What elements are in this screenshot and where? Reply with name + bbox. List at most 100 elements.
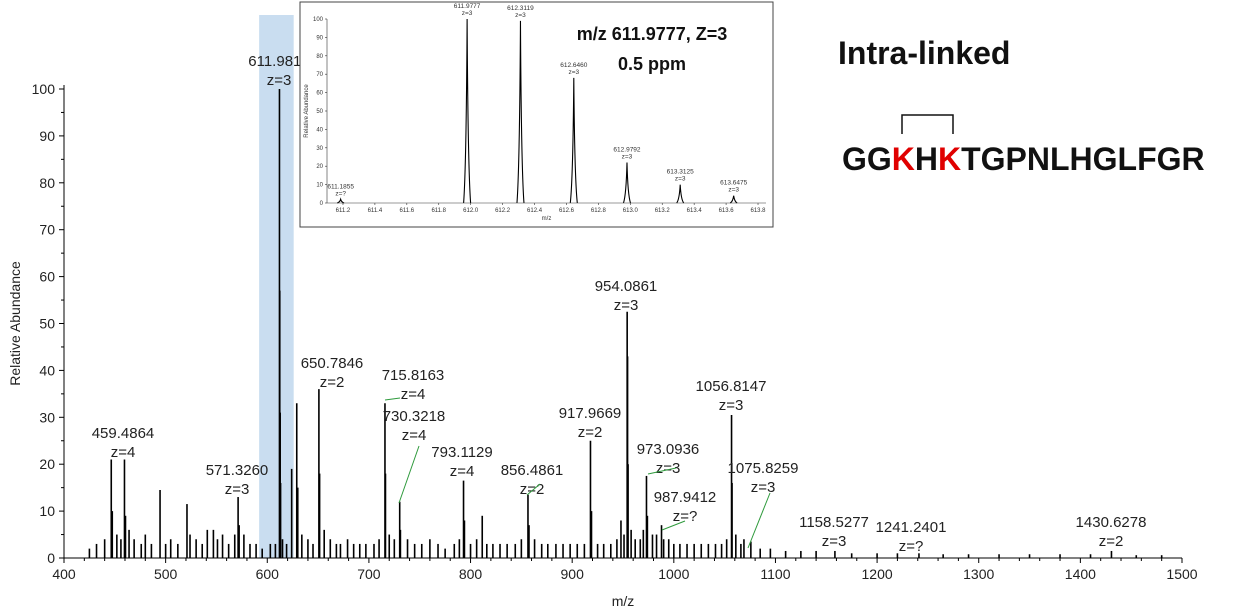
y-tick-label-60: 60 (39, 269, 55, 285)
y-tick-label-70: 70 (39, 222, 55, 238)
inset-x-axis-title: m/z (542, 216, 552, 222)
x-tick-label-1400: 1400 (1065, 566, 1096, 582)
crosslink-headline: Intra-linked (838, 35, 1010, 71)
annotation-leader-line-1 (384, 397, 401, 401)
y-tick-label-90: 90 (39, 128, 55, 144)
peak-mz-label: 459.4864 (92, 425, 155, 442)
peak-charge-label: z=3 (267, 72, 292, 89)
inset-peak-5 (676, 184, 685, 204)
seq-segment-3: TGPNLHGLFGR (961, 141, 1205, 177)
inset-x-tick-label-612.4: 612.4 (527, 208, 543, 214)
inset-peak-6 (729, 195, 738, 204)
y-tick-label-50: 50 (39, 316, 55, 332)
peak-mz-label: 571.3260 (206, 462, 269, 479)
peak-annotation-1430.6278: 1430.6278 z=2 (1076, 514, 1147, 550)
peak-mz-label: 856.4861 (501, 462, 564, 479)
peak-mz-label: 954.0861 (595, 278, 658, 295)
inset-peak-mz-label: 611.1855 (327, 183, 354, 190)
peak-charge-label: z=3 (751, 479, 776, 496)
peak-annotation-611.9819: 611.9819 z=3 (248, 53, 309, 89)
annotation-leader-line-3 (647, 467, 677, 475)
peak-mz-label: 650.7846 (301, 355, 364, 372)
peak-charge-label: z=3 (719, 397, 744, 414)
inset-peak-mz-label: 612.3119 (507, 5, 534, 12)
inset-peak-charge-label: z=3 (622, 154, 633, 161)
peak-charge-label: z=4 (402, 427, 427, 444)
peak-mz-label: 987.9412 (654, 489, 717, 506)
y-axis-title: Relative Abundance (7, 261, 23, 386)
inset-x-tick-label-613.4: 613.4 (687, 208, 703, 214)
inset-x-tick-label-611.8: 611.8 (431, 208, 446, 214)
peak-mz-label: 1158.5277 (799, 514, 869, 531)
inset-y-axis-title: Relative Abundance (304, 84, 310, 138)
peak-annotations: 611.9819 z=3 459.4864 z=4 571.3260 z=3 650.784… (92, 53, 1147, 555)
peak-charge-label: z=2 (578, 424, 603, 441)
y-tick-label-0: 0 (47, 550, 55, 566)
main-plot: 400 500 600 700 800 900 1000 1100 1200 1300 1400 15… (7, 53, 1198, 609)
inset-y-tick-label-10: 10 (316, 183, 323, 189)
main-peaks (88, 89, 1163, 558)
x-tick-label-1000: 1000 (658, 566, 689, 582)
x-tick-label-400: 400 (52, 566, 76, 582)
seq-segment-1: GG (842, 141, 892, 177)
y-ticks: 0 10 20 30 40 50 60 70 80 90 100 (32, 81, 64, 566)
peak-mz-label: 1430.6278 (1076, 514, 1147, 531)
peak-annotation-730.3218: 730.3218 z=4 (383, 408, 446, 444)
inset-y-tick-label-90: 90 (316, 35, 323, 41)
peak-charge-label: z=3 (656, 460, 681, 477)
inset-peak-charge-label: z=3 (675, 176, 686, 183)
inset-x-tick-label-612.8: 612.8 (591, 208, 607, 214)
x-axis-title: m/z (612, 593, 635, 609)
inset-annotation-ppm: 0.5 ppm (618, 54, 686, 74)
peak-mz-label: 973.0936 (637, 441, 700, 458)
x-tick-label-1300: 1300 (963, 566, 994, 582)
peak-mz-label: 917.9669 (559, 405, 622, 422)
peak-annotation-917.9669: 917.9669 z=2 (559, 405, 622, 441)
x-tick-label-700: 700 (357, 566, 381, 582)
x-tick-label-1200: 1200 (862, 566, 893, 582)
y-tick-label-80: 80 (39, 175, 55, 191)
inset-peak-charge-label: z=3 (568, 69, 579, 76)
peak-mz-label: 1075.8259 (728, 460, 799, 477)
annotation-leader-line-2 (526, 483, 541, 496)
peak-charge-label: z=? (673, 508, 698, 525)
crosslink-bracket (901, 114, 954, 134)
inset-peak-annotations: 611.1855z=?611.9777z=3612.3119z=3612.646… (327, 3, 747, 197)
peak-charge-label: z=2 (520, 481, 545, 498)
x-tick-label-1500: 1500 (1166, 566, 1197, 582)
inset-x-tick-label-613.0: 613.0 (623, 208, 639, 214)
y-tick-label-30: 30 (39, 409, 55, 425)
peak-annotation-1075.8259: 1075.8259 z=3 (728, 460, 799, 496)
x-tick-label-800: 800 (459, 566, 483, 582)
inset-x-tick-label-612.6: 612.6 (559, 208, 575, 214)
peak-annotation-1241.2401: 1241.2401 z=? (876, 519, 947, 555)
inset-peak-mz-label: 611.9777 (454, 3, 481, 10)
peak-mz-label: 611.9819 (248, 53, 309, 70)
annotation-leader-line-5 (747, 492, 771, 549)
peak-annotation-793.1129: 793.1129 z=4 (431, 444, 492, 480)
inset-y-tick-label-40: 40 (316, 127, 323, 133)
y-tick-label-10: 10 (39, 503, 55, 519)
peak-charge-label: z=4 (450, 463, 475, 480)
x-tick-label-900: 900 (561, 566, 585, 582)
y-tick-label-40: 40 (39, 362, 55, 378)
inset-x-ticks: 611.2 611.4 611.6 611.8 612.0 612.2 612.4 612.6… (336, 203, 766, 214)
inset-peak-0 (336, 197, 345, 204)
peak-charge-label: z=4 (401, 386, 426, 403)
inset-peak-mz-label: 613.3125 (667, 169, 694, 176)
inset-peak-mz-label: 612.9792 (613, 147, 640, 154)
x-tick-label-600: 600 (256, 566, 280, 582)
inset-x-tick-label-612.0: 612.0 (463, 208, 479, 214)
inset-x-tick-label-611.6: 611.6 (400, 208, 415, 214)
peak-mz-label: 1241.2401 (876, 519, 947, 536)
peak-mz-label: 1056.8147 (696, 378, 767, 395)
peak-annotation-987.9412: 987.9412 z=? (654, 489, 717, 525)
peptide-sequence: GGKHKTGPNLHGLFGR (842, 141, 1205, 177)
peak-charge-label: z=2 (1099, 533, 1124, 550)
